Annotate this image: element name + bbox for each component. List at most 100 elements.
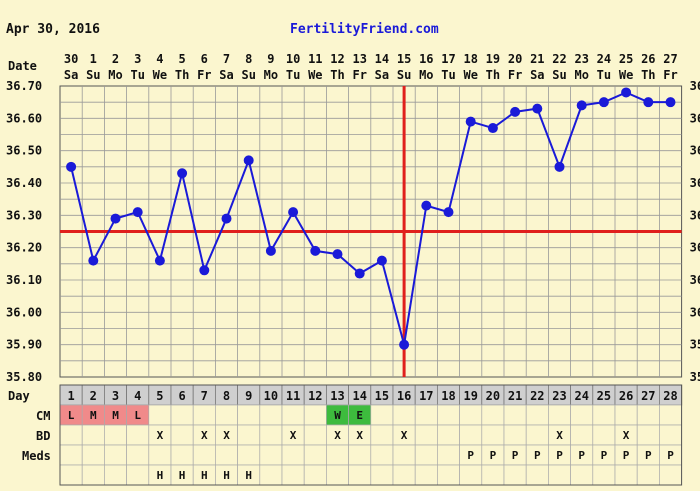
x-date-label: 21 [530, 52, 544, 66]
x-date-label: 12 [330, 52, 344, 66]
day-number: 25 [597, 389, 611, 403]
meds-cell-value: P [556, 449, 563, 462]
x-date-label: 7 [223, 52, 230, 66]
x-weekday-label: Th [641, 68, 655, 82]
cm-cell-value: L [134, 409, 141, 422]
temperature-point [510, 106, 521, 117]
day-number: 15 [375, 389, 389, 403]
x-date-label: 5 [178, 52, 185, 66]
temperature-point [332, 249, 343, 260]
cm-cell [237, 404, 261, 426]
temperature-point [288, 207, 299, 218]
bd-cell-value: X [623, 429, 630, 442]
temperature-point [221, 213, 232, 224]
day-number: 19 [463, 389, 477, 403]
meds-cell-value: P [467, 449, 474, 462]
extra-cell-value: H [179, 469, 186, 482]
y-tick-label: 36.70 [6, 79, 42, 93]
extra-cell [592, 464, 616, 486]
meds-cell [170, 444, 194, 466]
extra-cell [659, 464, 682, 486]
table-border [59, 384, 683, 486]
day-number: 8 [223, 389, 230, 403]
meds-cell [237, 444, 261, 466]
bd-cell [104, 424, 127, 446]
day-number: 24 [574, 389, 588, 403]
extra-cell [570, 464, 594, 486]
temperature-point [643, 97, 654, 108]
meds-cell [126, 444, 150, 466]
day-number: 28 [663, 389, 677, 403]
day-number: 17 [419, 389, 433, 403]
bd-cell [636, 424, 660, 446]
cm-cell-value: E [356, 409, 363, 422]
site-link[interactable]: FertilityFriend.com [290, 22, 439, 37]
temperature-point [443, 207, 454, 218]
cm-cell [392, 404, 416, 426]
meds-cell [148, 444, 172, 466]
meds-cell [215, 444, 238, 466]
y-tick-label: 36.00 [6, 305, 42, 319]
cm-cell [592, 404, 616, 426]
cm-cell [614, 404, 638, 426]
day-number: 1 [67, 389, 74, 403]
meds-cell [281, 444, 305, 466]
temperature-point [576, 100, 587, 111]
cm-cell [659, 404, 682, 426]
y-tick-label-right: 36.10 [690, 273, 700, 287]
temperature-point [243, 155, 254, 166]
day-number: 23 [552, 389, 566, 403]
temperature-point [132, 207, 143, 218]
extra-cell [126, 464, 150, 486]
meds-cell [348, 444, 372, 466]
x-weekday-label: Su [86, 68, 100, 82]
bd-cell [126, 424, 150, 446]
bd-cell-value: X [201, 429, 208, 442]
x-weekday-label: Th [330, 68, 344, 82]
extra-cell [414, 464, 438, 486]
extra-cell [636, 464, 660, 486]
day-number: 16 [397, 389, 411, 403]
cm-cell-value: M [90, 409, 97, 422]
bd-cell [81, 424, 105, 446]
extra-cell-value: H [201, 469, 208, 482]
bd-cell [481, 424, 505, 446]
bd-cell [170, 424, 194, 446]
day-number: 6 [178, 389, 185, 403]
cm-cell [525, 404, 549, 426]
chart-date: Apr 30, 2016 [6, 22, 100, 37]
x-date-label: 16 [419, 52, 433, 66]
bd-cell [570, 424, 594, 446]
x-date-label: 8 [245, 52, 252, 66]
extra-cell [614, 464, 638, 486]
x-weekday-label: Th [175, 68, 189, 82]
day-number: 3 [112, 389, 119, 403]
x-weekday-label: Fr [508, 68, 522, 82]
temperature-point [532, 103, 543, 114]
y-tick-label-right: 35.80 [690, 370, 700, 384]
temperature-point [199, 265, 210, 276]
extra-cell [281, 464, 305, 486]
cm-cell [303, 404, 327, 426]
bd-cell [525, 424, 549, 446]
meds-cell-value: P [601, 449, 608, 462]
x-date-label: 17 [441, 52, 455, 66]
temperature-point [154, 255, 165, 266]
bd-cell-value: X [290, 429, 297, 442]
day-number: 2 [90, 389, 97, 403]
extra-cell [348, 464, 372, 486]
meds-cell [437, 444, 460, 466]
y-tick-label: 36.50 [6, 144, 42, 158]
y-tick-label: 36.10 [6, 273, 42, 287]
day-number: 21 [508, 389, 522, 403]
day-number: 18 [441, 389, 455, 403]
day-number: 27 [641, 389, 655, 403]
cm-cell [281, 404, 305, 426]
extra-cell [548, 464, 571, 486]
extra-cell [81, 464, 105, 486]
meds-cell [81, 444, 105, 466]
cm-cell [215, 404, 238, 426]
cm-cell-value: W [334, 409, 341, 422]
y-tick-label-right: 36.30 [690, 208, 700, 222]
